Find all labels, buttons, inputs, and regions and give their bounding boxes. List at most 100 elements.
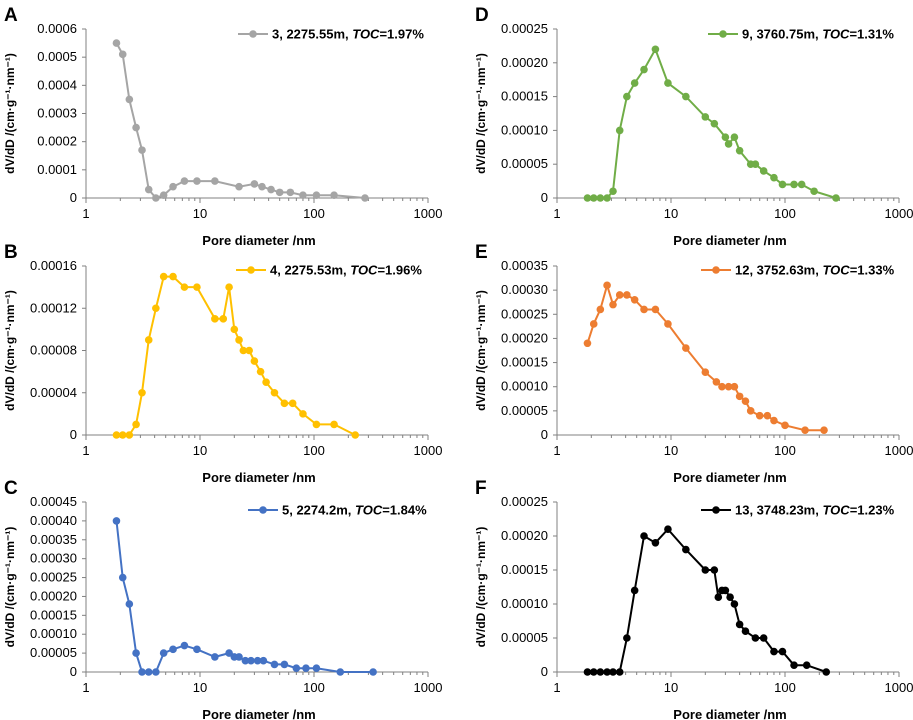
data-point	[302, 664, 310, 673]
data-point	[258, 182, 266, 191]
chart-panel-b: B 0 0.00004 0.00008 0.00012 0.00016 1 10 100 1000…	[3, 242, 442, 485]
legend-sample: 13, 3748.23m,	[735, 503, 822, 518]
data-point	[169, 182, 177, 191]
data-point	[770, 647, 778, 656]
data-point	[746, 407, 755, 415]
data-point	[609, 300, 617, 309]
y-tick-label: 0.00040	[30, 513, 77, 528]
data-point	[724, 382, 733, 391]
x-tick-label: 100	[774, 206, 796, 221]
data-point	[630, 296, 639, 304]
data-point	[583, 194, 592, 202]
data-point	[609, 187, 617, 196]
data-point	[630, 586, 639, 595]
data-point	[211, 315, 219, 323]
data-point	[714, 593, 723, 601]
legend-label: 9, 3760.75m, TOC=1.31%	[742, 27, 894, 42]
y-tick-label: 0	[541, 664, 548, 679]
data-point	[256, 367, 265, 376]
data-point	[132, 649, 140, 657]
data-point	[144, 336, 153, 344]
data-point	[180, 283, 189, 291]
data-point	[211, 653, 219, 661]
legend-label: 5, 2274.2m, TOC=1.84%	[282, 503, 427, 518]
data-point	[138, 668, 146, 676]
x-axis-label: Pore diameter /nm	[673, 233, 786, 248]
legend-label: 13, 3748.23m, TOC=1.23%	[735, 503, 895, 518]
y-axis-label: dV/dD /(cm·g⁻¹·nm⁻¹)	[474, 527, 488, 648]
y-tick-label: 0.00025	[501, 494, 548, 509]
y-tick-label: 0.00004	[30, 385, 77, 400]
x-tick-label: 1000	[414, 680, 443, 695]
data-point	[751, 634, 760, 642]
data-point	[270, 388, 279, 397]
legend-toc-value: =1.31%	[849, 27, 894, 42]
data-point	[125, 431, 134, 439]
data-point	[701, 113, 710, 121]
data-point	[267, 185, 275, 194]
data-point	[603, 194, 611, 202]
data-point	[211, 177, 219, 185]
y-tick-label: 0.00015	[501, 562, 548, 577]
data-point	[193, 645, 201, 654]
x-tick-label: 10	[664, 680, 678, 695]
data-point	[603, 668, 611, 676]
data-point	[623, 291, 631, 299]
x-tick-label: 1	[553, 443, 560, 458]
data-point	[583, 668, 592, 676]
panel-letter: D	[475, 5, 489, 26]
data-point	[193, 177, 201, 185]
data-point	[144, 668, 153, 676]
data-point	[651, 539, 660, 547]
data-point	[259, 656, 268, 665]
y-tick-label: 0.00015	[501, 89, 548, 104]
data-point	[193, 283, 201, 291]
data-point	[152, 304, 160, 313]
x-tick-label: 10	[664, 443, 678, 458]
data-point	[132, 420, 140, 429]
data-point	[623, 634, 631, 642]
data-point	[159, 649, 168, 657]
x-tick-label: 10	[193, 443, 207, 458]
data-point	[735, 392, 744, 401]
data-point	[596, 305, 605, 314]
x-axis-label: Pore diameter /nm	[202, 470, 315, 485]
data-point	[250, 357, 259, 365]
y-tick-label: 0.0003	[37, 106, 77, 121]
data-point	[225, 649, 233, 657]
data-point	[280, 660, 289, 669]
data-point	[247, 656, 255, 665]
y-tick-label: 0.00045	[30, 494, 77, 509]
y-axis-label: dV/dD /(cm·g⁻¹·nm⁻¹)	[3, 290, 17, 411]
legend-toc: TOC	[352, 27, 380, 42]
y-tick-label: 0.0004	[37, 77, 77, 92]
x-tick-label: 10	[193, 206, 207, 221]
data-point	[724, 140, 733, 148]
y-tick-label: 0	[541, 190, 548, 205]
data-point	[755, 411, 764, 420]
data-point	[144, 185, 153, 194]
y-tick-label: 0.0005	[37, 49, 77, 64]
data-point	[822, 668, 831, 676]
data-point	[152, 194, 160, 202]
data-point	[640, 532, 648, 540]
data-point	[682, 92, 690, 101]
series-line	[116, 275, 356, 436]
data-point	[615, 291, 624, 299]
data-point	[253, 656, 262, 665]
y-tick-label: 0.00025	[30, 570, 77, 585]
x-tick-label: 100	[303, 206, 325, 221]
data-point	[741, 397, 750, 406]
y-tick-label: 0.00015	[30, 607, 77, 622]
data-point	[802, 661, 811, 669]
data-point	[112, 431, 121, 439]
series-line	[586, 281, 824, 432]
data-point	[651, 305, 660, 314]
legend-marker	[712, 266, 720, 274]
legend-marker	[249, 30, 257, 38]
legend-toc: TOC	[355, 503, 383, 518]
data-point	[790, 180, 798, 189]
y-tick-label: 0.00025	[501, 306, 548, 321]
data-point	[336, 668, 345, 676]
data-point	[235, 336, 243, 344]
